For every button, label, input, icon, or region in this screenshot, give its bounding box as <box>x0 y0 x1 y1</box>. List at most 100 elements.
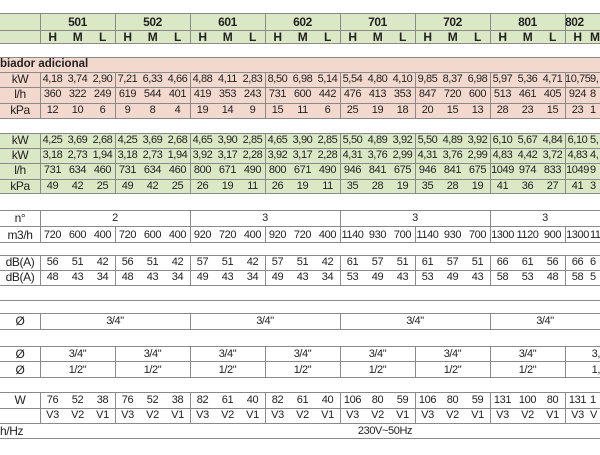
noise-row-value: 42 <box>321 256 334 268</box>
additional-row-value: 19 <box>196 103 209 116</box>
main-row-value: 1049 <box>566 164 589 177</box>
main-row-value: 19 <box>221 179 234 192</box>
speed-header: L <box>174 30 181 44</box>
row-line <box>0 408 600 409</box>
grid-line <box>490 133 491 194</box>
noise-row-unit: dB(A) <box>5 255 35 269</box>
speed-row-value: V2 <box>296 409 309 421</box>
connection-value: 1/2" <box>368 364 387 376</box>
power-row-value: 80 <box>371 394 384 406</box>
main-row-value: 3 <box>590 179 596 192</box>
header-band <box>0 13 600 44</box>
main-row-value: 460 <box>93 164 112 177</box>
connection-value: 1, <box>591 364 600 376</box>
main-row-value: 4,25 <box>117 134 138 146</box>
main-row-value: 5,50 <box>417 134 438 146</box>
airflow-row-value: 720 <box>218 229 237 241</box>
grid-line <box>115 346 116 378</box>
connection-value: 3/4" <box>218 348 237 360</box>
main-row-value: 460 <box>168 164 187 177</box>
airflow-row-value: 600 <box>68 229 87 241</box>
model-header-601: 601 <box>218 15 237 29</box>
grid-line <box>340 313 341 330</box>
noise-row-value: 48 <box>546 271 559 283</box>
main-row-value: 4,89 <box>442 134 463 146</box>
main-row-value: 4,89 <box>367 134 388 146</box>
airflow-row-value: 700 <box>468 229 487 241</box>
main-row-value: 11 <box>322 179 333 192</box>
main-row-value: 6,10 <box>492 134 513 146</box>
speed-row-value: V2 <box>146 409 159 421</box>
main-row-value: 841 <box>368 164 387 177</box>
additional-row-value: 401 <box>168 88 187 101</box>
grid-line <box>565 255 566 286</box>
airflow-row-value: 1140 <box>341 229 364 241</box>
fan-count: 3 <box>412 212 418 224</box>
speed-row-value: V1 <box>171 409 184 421</box>
noise-row-value: 42 <box>171 256 184 268</box>
fans-band <box>0 210 600 243</box>
additional-row-value: 15 <box>546 103 559 116</box>
speed-header: H <box>123 30 132 44</box>
additional-row-value: 544 <box>143 88 162 101</box>
speed-row-value: V3 <box>196 409 209 421</box>
grid-line <box>40 210 41 226</box>
main-row-value: 4,83 <box>492 149 513 162</box>
airflow-row-value: 400 <box>318 229 337 241</box>
additional-row-value: 6,98 <box>467 73 488 85</box>
row-line <box>0 118 600 119</box>
airflow-row-value: 700 <box>393 229 412 241</box>
noise-row-value: 61 <box>521 256 534 268</box>
additional-row-value: 9 <box>124 103 131 116</box>
drain-band <box>0 313 600 330</box>
speed-header: H <box>573 30 582 44</box>
grid-line <box>115 227 116 243</box>
additional-row-value: 461 <box>518 88 537 101</box>
additional-row-value: 15 <box>271 103 284 116</box>
row-line <box>0 178 600 180</box>
grid-line <box>115 133 116 194</box>
additional-row-value: 353 <box>393 88 412 101</box>
speed-header: H <box>273 30 282 44</box>
additional-row-value: 360 <box>43 88 62 101</box>
additional-row-value: 4,11 <box>218 73 237 85</box>
model-header-502: 502 <box>143 15 162 29</box>
main-row-value: 5, <box>590 134 599 146</box>
airflow-row-value: 930 <box>368 229 387 241</box>
main-row-value: 3,69 <box>142 134 163 146</box>
main-row-value: 19 <box>471 179 484 192</box>
grid-line <box>565 133 566 194</box>
noise-band <box>0 255 600 286</box>
grid-line <box>190 346 191 378</box>
power-row-value: 82 <box>271 394 284 406</box>
row-line <box>0 361 600 362</box>
speed-row-value: V1 <box>396 409 409 421</box>
connection-value: 1/2" <box>518 364 537 376</box>
grid-line <box>40 13 41 44</box>
main-row-value: 671 <box>218 164 237 177</box>
main-row-value: 2,28 <box>242 149 263 162</box>
grid-line <box>415 393 416 423</box>
connection-value: 1/2" <box>143 364 162 376</box>
airflow-row-value: 720 <box>293 229 312 241</box>
grid-line <box>40 72 41 118</box>
noise-row-unit: dB(A) <box>5 270 35 284</box>
additional-row-value: 249 <box>93 88 112 101</box>
additional-row-value: 5,97 <box>492 73 513 85</box>
speed-header: H <box>423 30 432 44</box>
connection-value: 1/2" <box>293 364 312 376</box>
power-row-value: 52 <box>71 394 84 406</box>
airflow-row-value: 920 <box>193 229 212 241</box>
noise-row-value: 51 <box>296 256 309 268</box>
grid-line <box>265 72 266 118</box>
grid-line <box>190 393 191 423</box>
additional-row-value: 4,66 <box>167 73 188 85</box>
noise-row-value: 43 <box>71 271 84 283</box>
speed-row-value: V3 <box>346 409 359 421</box>
additional-row-value: 11 <box>297 103 308 116</box>
row-line <box>0 87 600 89</box>
power-row-value: 100 <box>518 394 537 406</box>
speed-header: M <box>147 30 158 44</box>
grid-line <box>415 255 416 286</box>
grid-line <box>490 255 491 286</box>
